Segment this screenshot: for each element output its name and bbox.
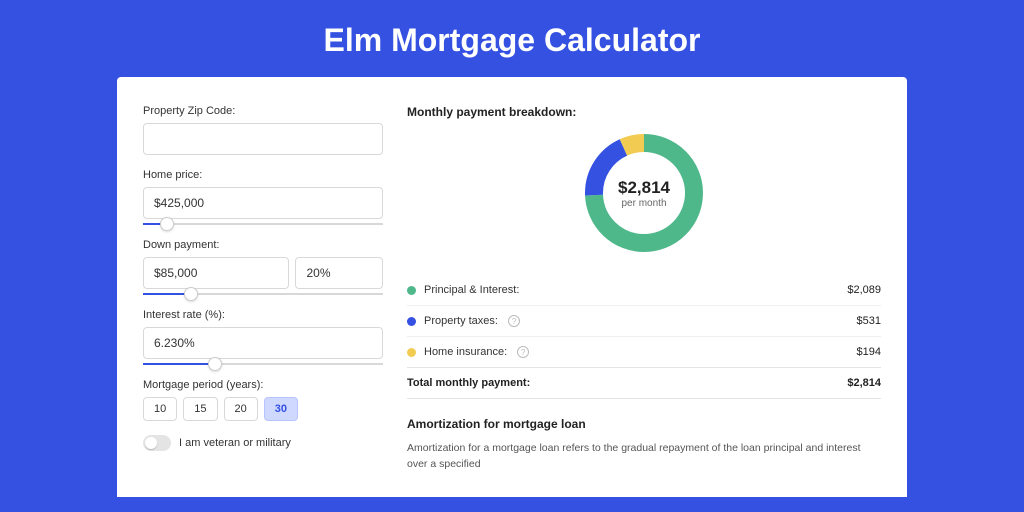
zip-input[interactable]	[143, 123, 383, 155]
inputs-panel: Property Zip Code: Home price: Down paym…	[143, 105, 383, 497]
price-slider-thumb[interactable]	[160, 217, 174, 231]
total-value: $2,814	[847, 377, 881, 389]
period-btn-15[interactable]: 15	[183, 397, 217, 421]
legend-value-pi: $2,089	[847, 284, 881, 296]
legend-dot-ins	[407, 348, 416, 357]
veteran-toggle-knob	[145, 437, 157, 449]
period-btn-20[interactable]: 20	[224, 397, 258, 421]
zip-field: Property Zip Code:	[143, 105, 383, 155]
legend-label-pi: Principal & Interest:	[424, 284, 519, 296]
rate-label: Interest rate (%):	[143, 309, 383, 321]
down-slider[interactable]	[143, 293, 383, 295]
rate-slider-thumb[interactable]	[208, 357, 222, 371]
veteran-toggle[interactable]	[143, 435, 171, 451]
down-slider-thumb[interactable]	[184, 287, 198, 301]
price-field: Home price:	[143, 169, 383, 225]
legend-value-ins: $194	[857, 346, 881, 358]
down-label: Down payment:	[143, 239, 383, 251]
calculator-card: Property Zip Code: Home price: Down paym…	[117, 77, 907, 497]
amortization-section: Amortization for mortgage loan Amortizat…	[407, 417, 881, 473]
veteran-row: I am veteran or military	[143, 435, 383, 451]
legend-row-tax: Property taxes:? $531	[407, 305, 881, 336]
period-btn-10[interactable]: 10	[143, 397, 177, 421]
info-icon[interactable]: ?	[508, 315, 520, 327]
down-field: Down payment:	[143, 239, 383, 295]
price-label: Home price:	[143, 169, 383, 181]
rate-slider[interactable]	[143, 363, 383, 365]
rate-input[interactable]	[143, 327, 383, 359]
donut-center: $2,814 per month	[580, 129, 708, 257]
period-btn-30[interactable]: 30	[264, 397, 298, 421]
legend-label-ins: Home insurance:	[424, 346, 507, 358]
amortization-text: Amortization for a mortgage loan refers …	[407, 441, 881, 473]
breakdown-title: Monthly payment breakdown:	[407, 105, 881, 119]
period-label: Mortgage period (years):	[143, 379, 383, 391]
results-panel: Monthly payment breakdown: $2,814 per mo…	[407, 105, 881, 497]
legend-value-tax: $531	[857, 315, 881, 327]
rate-field: Interest rate (%):	[143, 309, 383, 365]
legend-dot-pi	[407, 286, 416, 295]
price-input[interactable]	[143, 187, 383, 219]
rate-slider-fill	[143, 363, 215, 365]
legend-dot-tax	[407, 317, 416, 326]
price-slider[interactable]	[143, 223, 383, 225]
donut-chart-wrap: $2,814 per month	[407, 129, 881, 257]
donut-amount: $2,814	[618, 178, 670, 198]
down-amount-input[interactable]	[143, 257, 289, 289]
veteran-label: I am veteran or military	[179, 437, 291, 449]
zip-label: Property Zip Code:	[143, 105, 383, 117]
period-options: 1015 2030	[143, 397, 383, 421]
info-icon[interactable]: ?	[517, 346, 529, 358]
total-label: Total monthly payment:	[407, 377, 530, 389]
legend-row-pi: Principal & Interest: $2,089	[407, 275, 881, 305]
amortization-title: Amortization for mortgage loan	[407, 417, 881, 431]
page-title: Elm Mortgage Calculator	[0, 0, 1024, 77]
donut-sub: per month	[621, 198, 666, 209]
total-row: Total monthly payment: $2,814	[407, 367, 881, 399]
donut-chart: $2,814 per month	[580, 129, 708, 257]
period-field: Mortgage period (years): 1015 2030	[143, 379, 383, 421]
down-pct-input[interactable]	[295, 257, 383, 289]
legend-row-ins: Home insurance:? $194	[407, 336, 881, 367]
legend-label-tax: Property taxes:	[424, 315, 498, 327]
